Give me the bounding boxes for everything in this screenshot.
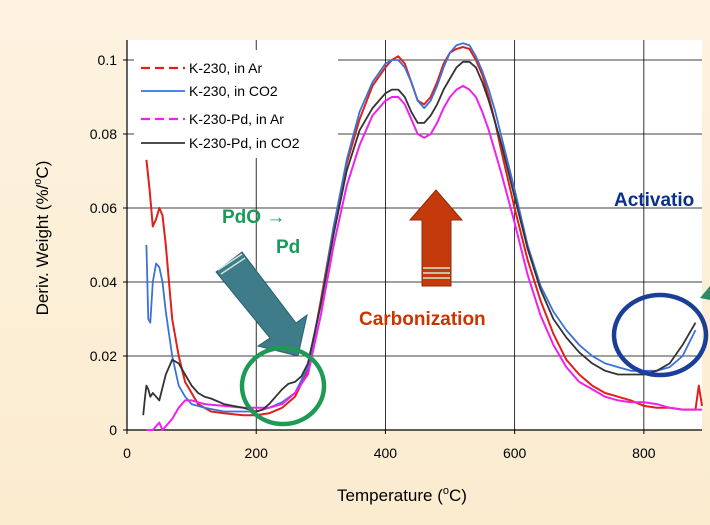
x-axis-title-sup: o [443, 485, 449, 497]
y-axis-title-tail: C) [33, 161, 52, 179]
y-tick-label: 0.06 [90, 200, 117, 216]
x-tick-label: 0 [123, 445, 131, 461]
legend-label-k230pd-ar: K-230-Pd, in Ar [189, 111, 284, 127]
y-tick-label: 0.02 [90, 348, 117, 364]
legend: K-230, in Ar K-230, in CO2 K-230-Pd, in … [134, 50, 338, 158]
annotation-activation: Activatio [614, 190, 694, 211]
series-line-3 [142, 60, 697, 416]
y-tick-label: 0.04 [90, 274, 117, 290]
activation-highlight-circle [611, 292, 709, 378]
y-axis-title-main: Deriv. Weight (%/ [33, 184, 52, 315]
pdo-highlight-circle [239, 345, 327, 427]
legend-label-k230-ar: K-230, in Ar [189, 60, 262, 76]
series-lines [142, 42, 703, 431]
y-axis-title: Deriv. Weight (%/oC) [32, 161, 52, 316]
x-tick-label: 600 [503, 445, 527, 461]
y-tick-label: 0 [109, 422, 117, 438]
x-axis-title: Temperature (oC) [337, 485, 467, 505]
legend-label-k230pd-co2: K-230-Pd, in CO2 [189, 135, 300, 151]
annotation-pdo-line2: Pd [276, 237, 300, 258]
x-tick-label: 200 [245, 445, 269, 461]
x-axis-title-main: Temperature ( [337, 486, 443, 505]
pdo-arrow-icon [215, 251, 308, 357]
annotation-pdo-line1: PdO → [222, 207, 285, 228]
carbonization-arrow-icon [408, 189, 464, 287]
axis-ticks: 0 0.02 0.04 0.06 0.08 0.1 0 200 400 600 800 [90, 52, 656, 461]
annotation-carbonization: Carbonization [359, 309, 486, 330]
series-line-2 [146, 84, 702, 431]
y-axis-title-sup: o [32, 179, 44, 185]
y-tick-label: 0.08 [90, 126, 117, 142]
activation-arrow-icon [700, 286, 710, 300]
x-axis-title-tail: C) [449, 486, 467, 505]
legend-box [134, 50, 338, 158]
x-tick-label: 800 [632, 445, 656, 461]
legend-label-k230-co2: K-230, in CO2 [189, 83, 278, 99]
y-tick-label: 0.1 [98, 52, 118, 68]
series-line-1 [145, 42, 697, 413]
x-tick-label: 400 [374, 445, 398, 461]
